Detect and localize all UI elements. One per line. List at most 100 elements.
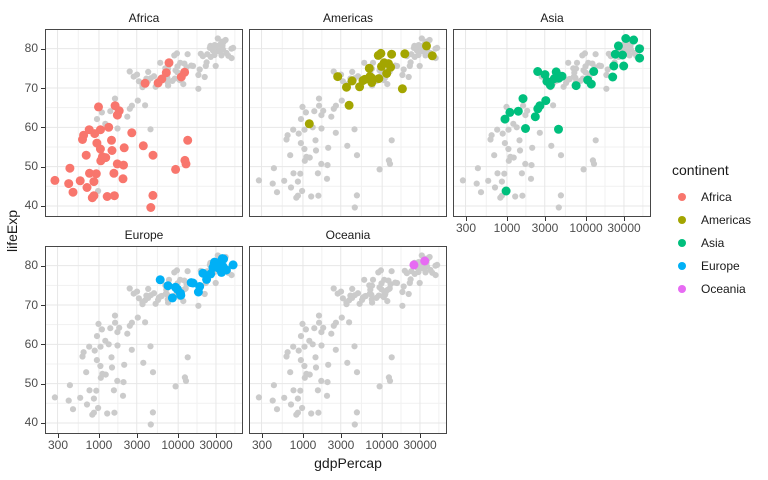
- data-point-africa: [68, 187, 78, 197]
- x-tick-mark: [341, 434, 342, 438]
- data-point-asia: [613, 41, 623, 51]
- data-point-asia: [635, 44, 644, 54]
- x-tick-label: 30000: [403, 438, 437, 452]
- background-data-point: [314, 170, 321, 177]
- background-data-point: [147, 343, 154, 350]
- data-point-africa: [146, 203, 156, 212]
- background-data-point: [51, 394, 58, 401]
- x-tick-label: 300: [251, 438, 273, 452]
- background-data-point: [393, 62, 401, 70]
- background-data-point: [580, 166, 587, 173]
- background-data-point: [157, 59, 164, 66]
- y-tick-mark: [41, 167, 45, 168]
- y-tick-label: 40: [24, 198, 38, 212]
- background-data-point: [134, 314, 141, 321]
- background-data-point: [388, 354, 395, 361]
- data-point-asia: [619, 61, 629, 71]
- background-data-point: [134, 97, 141, 104]
- y-tick-mark: [41, 344, 45, 345]
- background-data-point: [297, 357, 304, 364]
- background-data-point: [339, 295, 346, 302]
- background-data-point: [369, 299, 376, 306]
- background-data-point: [349, 68, 356, 75]
- background-data-point: [177, 59, 184, 66]
- background-data-point: [312, 364, 320, 371]
- data-point-asia: [629, 35, 639, 45]
- background-data-point: [135, 78, 142, 85]
- background-data-point: [325, 361, 332, 368]
- y-tick-label: 60: [24, 337, 38, 351]
- data-point-asia: [513, 106, 523, 116]
- background-data-point: [83, 401, 91, 408]
- data-point-africa: [65, 163, 75, 173]
- background-data-point: [201, 73, 208, 81]
- background-data-point: [295, 347, 302, 354]
- data-point-africa: [89, 191, 99, 201]
- data-point-africa: [110, 101, 120, 111]
- background-data-point: [416, 62, 423, 70]
- background-data-point: [206, 44, 213, 51]
- background-data-point: [405, 73, 412, 81]
- background-data-point: [420, 264, 427, 272]
- background-data-point: [384, 298, 391, 305]
- background-data-point: [318, 342, 325, 349]
- data-point-americas: [422, 41, 431, 51]
- background-data-point: [120, 379, 127, 386]
- background-data-point: [505, 157, 512, 164]
- background-data-point: [270, 382, 277, 389]
- background-data-point: [415, 42, 422, 49]
- x-tick-label: 30000: [199, 438, 233, 452]
- background-data-point: [323, 392, 331, 399]
- background-data-point: [585, 59, 592, 66]
- background-data-point: [369, 276, 377, 283]
- background-data-point: [69, 406, 77, 413]
- background-data-point: [328, 330, 335, 337]
- background-data-point: [124, 113, 131, 120]
- data-point-africa: [164, 58, 174, 68]
- background-data-point: [287, 369, 294, 376]
- background-data-point: [516, 137, 523, 144]
- background-data-point: [407, 59, 414, 66]
- background-data-point: [182, 285, 189, 292]
- background-data-point: [95, 320, 102, 327]
- background-data-point: [332, 129, 339, 136]
- x-tick-mark: [545, 217, 546, 221]
- background-data-point: [290, 170, 297, 177]
- background-data-point: [211, 42, 218, 49]
- background-data-point: [111, 95, 119, 102]
- background-data-point: [142, 102, 149, 109]
- background-data-point: [114, 329, 121, 336]
- data-point-africa: [64, 179, 74, 189]
- x-tick-mark: [178, 434, 179, 438]
- background-data-point: [65, 397, 72, 404]
- data-point-asia: [583, 75, 593, 85]
- facet-strip-label: Oceania: [325, 228, 371, 242]
- background-data-point: [155, 294, 163, 301]
- background-data-point: [297, 140, 304, 147]
- background-data-point: [548, 142, 555, 149]
- background-data-point: [474, 165, 481, 172]
- data-point-africa: [140, 78, 150, 88]
- data-point-americas: [374, 74, 384, 84]
- x-tick-label: 10000: [569, 221, 603, 235]
- data-point-africa: [82, 183, 92, 192]
- background-data-point: [315, 312, 323, 319]
- background-data-point: [361, 59, 368, 66]
- data-point-africa: [90, 129, 100, 139]
- y-tick-mark: [41, 384, 45, 385]
- legend-key-dot-africa: [678, 193, 686, 201]
- background-data-point: [353, 369, 361, 376]
- data-point-asia: [535, 101, 545, 111]
- background-data-point: [410, 44, 417, 51]
- background-data-point: [114, 342, 121, 349]
- background-data-point: [199, 53, 206, 60]
- data-point-americas: [333, 72, 343, 82]
- background-data-point: [128, 346, 135, 353]
- data-point-asia: [541, 96, 551, 106]
- legend-label: Americas: [701, 213, 752, 227]
- background-data-point: [126, 285, 133, 292]
- background-data-point: [339, 78, 346, 85]
- background-data-point: [499, 130, 506, 137]
- background-data-point: [434, 261, 441, 268]
- data-point-asia: [618, 50, 627, 60]
